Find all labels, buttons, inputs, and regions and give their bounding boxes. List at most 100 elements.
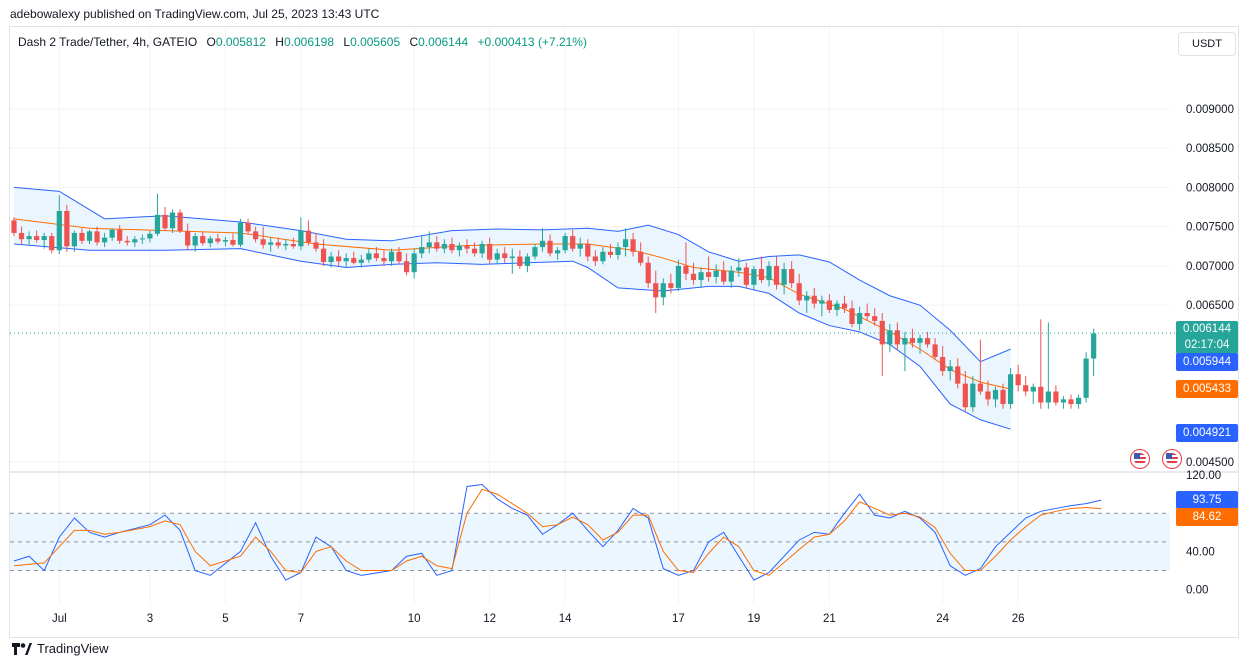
candle-body <box>509 256 515 259</box>
candle <box>894 322 900 350</box>
price-tick-label: 0.008000 <box>1186 182 1234 194</box>
candle <box>404 253 410 276</box>
candle <box>169 209 176 233</box>
candle-body <box>419 247 425 254</box>
candle <box>494 248 500 265</box>
candle-body <box>615 247 621 255</box>
candle-body <box>600 251 606 262</box>
candle <box>849 300 855 328</box>
bb-lower-label: 0.004921 <box>1176 424 1238 442</box>
candle-body <box>585 243 591 257</box>
time-tick-label: 24 <box>936 613 949 625</box>
candle <box>1091 328 1097 376</box>
candle <box>819 295 825 317</box>
open-value: 0.005812 <box>215 35 266 49</box>
candle-body <box>487 243 493 260</box>
candle-body <box>456 245 463 251</box>
candle-body <box>849 308 855 325</box>
candle-body <box>592 256 598 262</box>
candle-body <box>94 231 100 243</box>
candle-body <box>404 261 410 273</box>
candle-body <box>894 330 900 345</box>
candle-body <box>388 251 395 262</box>
candle <box>366 248 372 263</box>
close-label: C <box>409 35 419 49</box>
candle <box>985 380 991 406</box>
price-tick-label: 0.007500 <box>1186 222 1234 234</box>
candle-body <box>653 283 659 298</box>
candle <box>1008 367 1014 409</box>
stoch-k-label: 93.75 <box>1176 491 1238 509</box>
candle-body <box>64 210 70 247</box>
candle <box>18 226 25 244</box>
candle <box>222 236 228 247</box>
candle-body <box>434 242 440 249</box>
candle-body <box>305 230 312 243</box>
last-price-label: 0.006144 02:17:04 <box>1176 321 1238 354</box>
candle <box>79 228 85 244</box>
candle <box>743 262 749 288</box>
candle-body <box>49 236 55 251</box>
low-value: 0.005605 <box>350 35 401 49</box>
candle-body <box>313 242 319 249</box>
currency-button[interactable]: USDT <box>1178 32 1236 56</box>
candle <box>71 230 77 252</box>
candle-body <box>690 273 697 281</box>
candle <box>577 237 583 257</box>
candle-body <box>857 313 863 325</box>
candle-body <box>607 251 614 255</box>
candle <box>758 256 765 284</box>
candle-body <box>147 233 153 239</box>
candle <box>419 236 425 259</box>
candle <box>396 247 402 265</box>
candle-body <box>343 258 349 262</box>
candle <box>139 234 145 244</box>
candle-body <box>1000 389 1006 405</box>
candle <box>441 239 447 254</box>
candle-body <box>789 269 795 284</box>
candle-body <box>41 236 47 241</box>
candle <box>660 278 666 306</box>
candle <box>487 237 493 265</box>
candle <box>185 223 191 251</box>
candle-body <box>381 258 387 262</box>
candle-body <box>638 251 644 263</box>
tradingview-logo-icon <box>12 642 32 655</box>
candle-body <box>660 283 666 298</box>
us-flag-event-icon[interactable] <box>1162 449 1182 469</box>
candle <box>690 262 697 285</box>
chart-frame <box>9 26 1239 638</box>
candle-body <box>177 212 183 232</box>
candle <box>464 239 470 254</box>
candle-body <box>207 238 213 244</box>
stoch-tick-label: 120.00 <box>1186 470 1221 482</box>
candle <box>245 218 251 235</box>
candle-body <box>366 253 372 260</box>
us-flag-event-icon[interactable] <box>1130 449 1150 469</box>
candle-body <box>56 210 62 251</box>
candle-body <box>872 316 878 321</box>
candle <box>117 225 123 244</box>
candle-body <box>411 253 417 273</box>
time-tick-label: 10 <box>408 613 421 625</box>
candle-body <box>479 243 485 254</box>
candle <box>834 300 840 317</box>
time-tick-label: 26 <box>1012 613 1025 625</box>
candle-body <box>109 229 115 238</box>
candle-body <box>79 232 85 241</box>
candle <box>381 250 387 266</box>
candle-body <box>1075 397 1082 405</box>
candle-body <box>132 239 138 243</box>
candle <box>955 358 961 389</box>
candle <box>253 226 259 243</box>
candle-body <box>222 240 228 242</box>
candle <box>547 234 553 257</box>
candle-body <box>471 248 478 254</box>
candle-body <box>449 243 455 251</box>
candle <box>1000 383 1006 409</box>
candle <box>192 232 198 252</box>
candle-body <box>804 295 810 301</box>
candle-body <box>169 212 176 229</box>
open-label: O <box>206 35 216 49</box>
